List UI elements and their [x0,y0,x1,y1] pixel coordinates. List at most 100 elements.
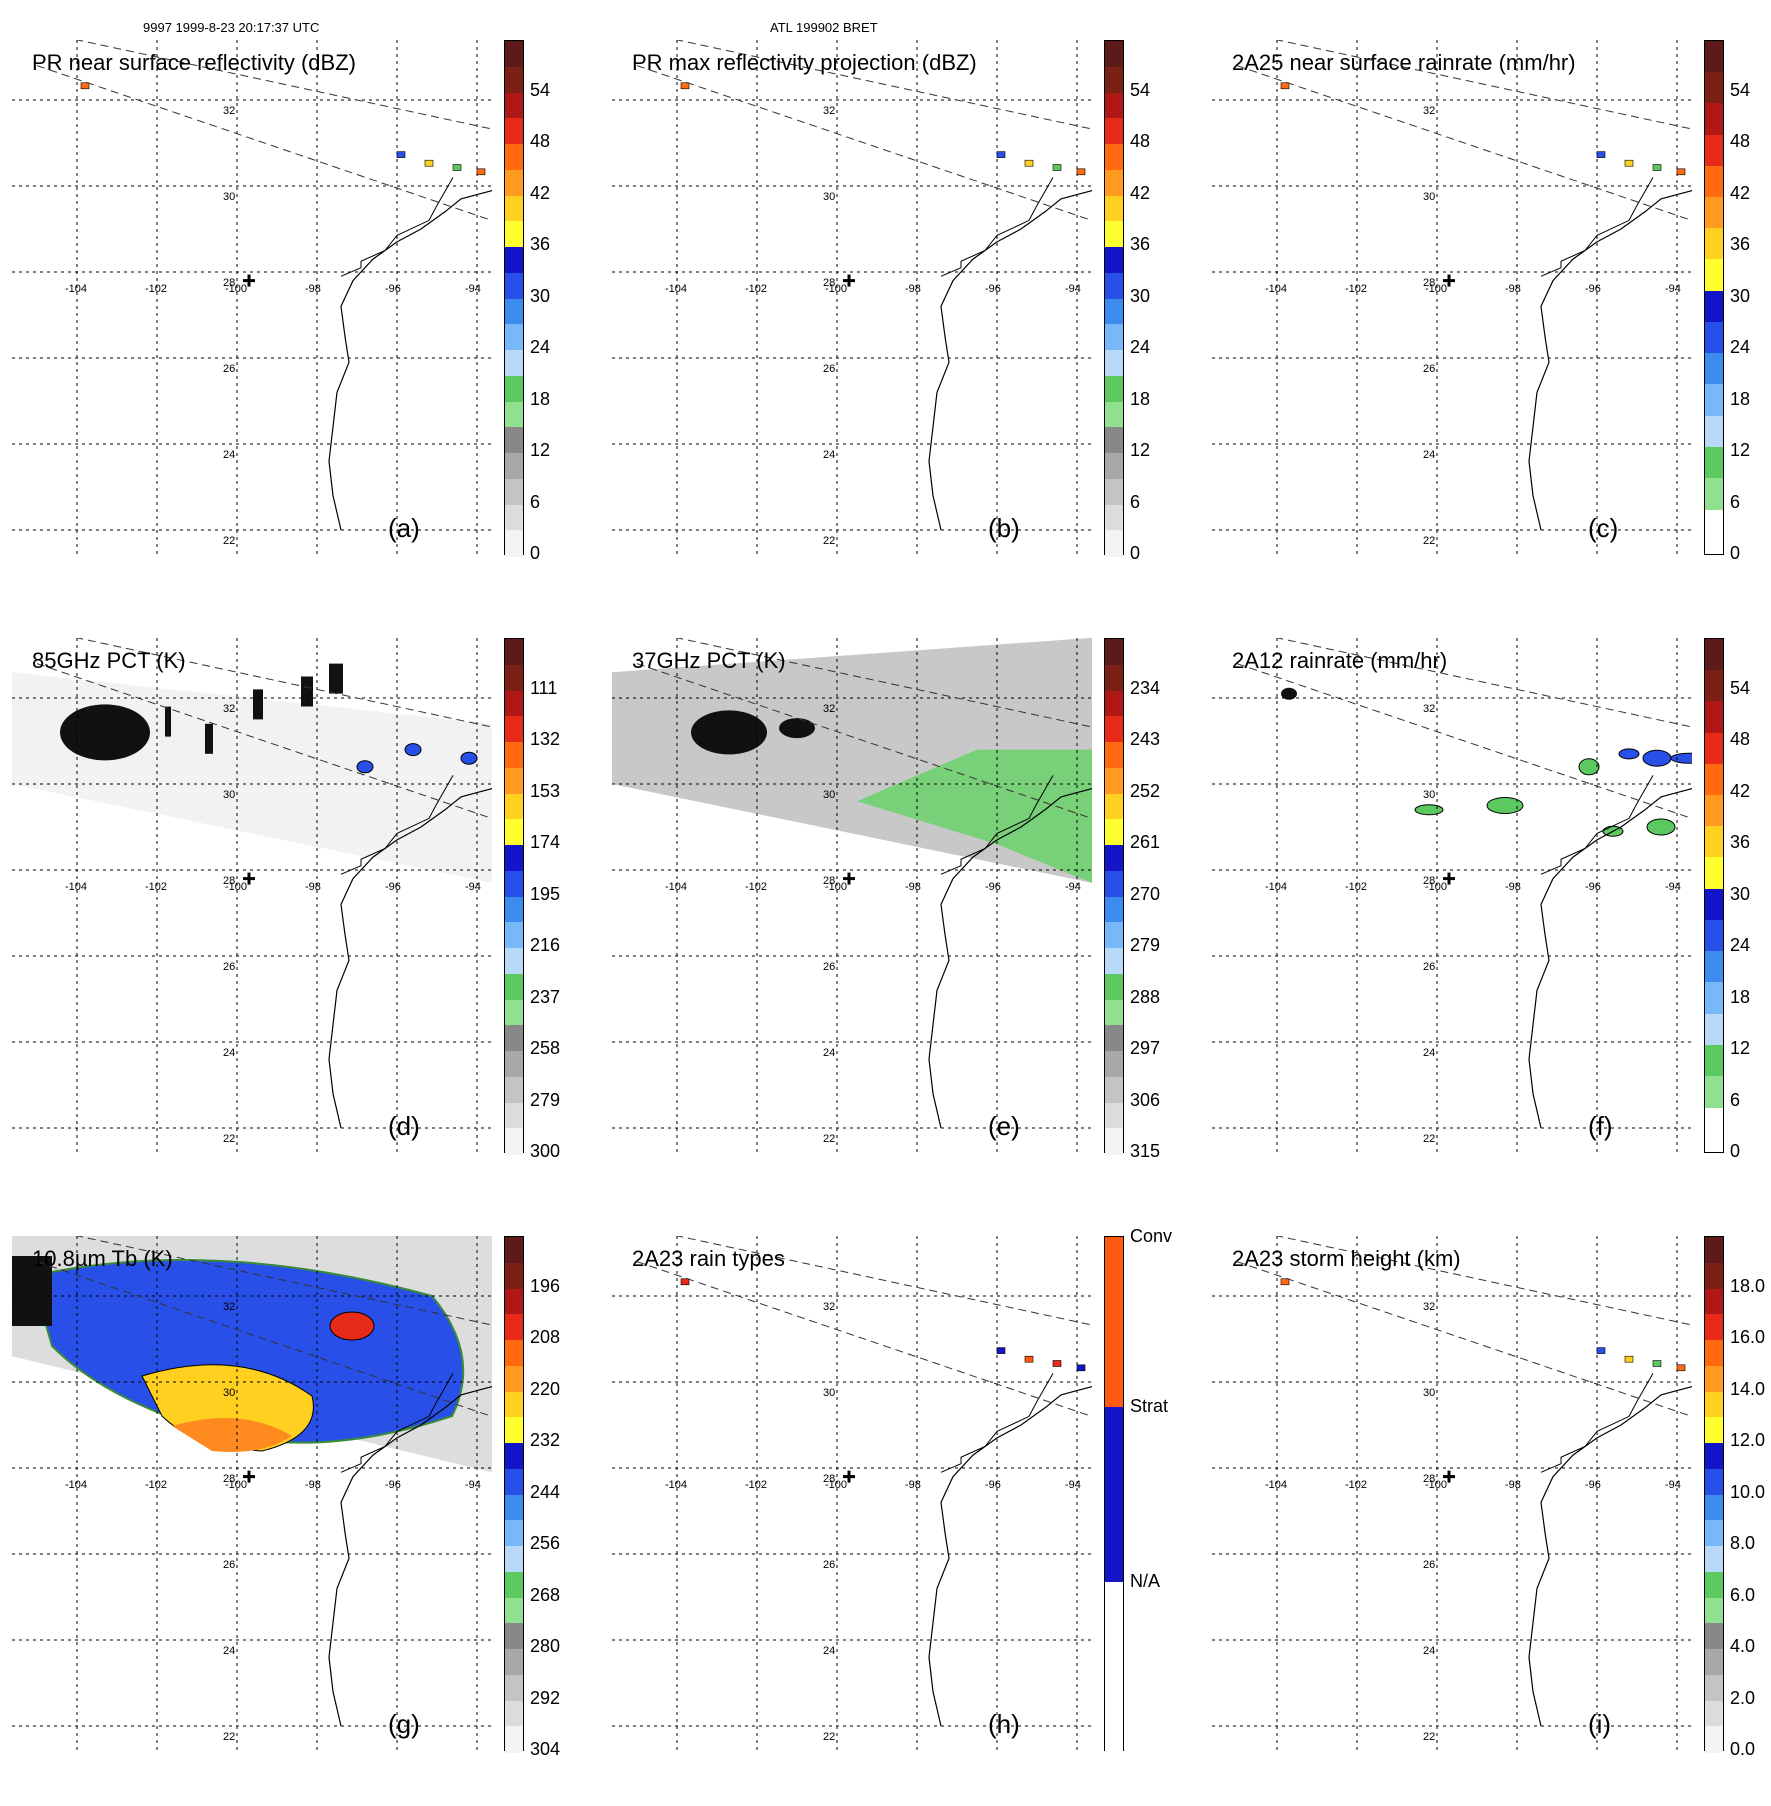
lon-label: -100 [1425,881,1447,893]
colorbar-segment [1705,353,1723,385]
colorbar-segment [1705,1075,1723,1108]
colorbar-tick: Conv [1130,1226,1173,1246]
lat-label: 22 [223,1133,235,1145]
colorbar-tick: 4.0 [1730,1636,1756,1656]
panel-title: 2A12 rainrate (mm/hr) [1232,648,1448,673]
lon-label: -96 [385,881,401,893]
lat-label: 28 [1423,875,1435,887]
lon-label: -98 [305,283,321,295]
colorbar-segment [1705,826,1723,858]
colorbar-tick: 258 [530,1038,561,1058]
colorbar-segment [505,1076,523,1103]
radar-echo [1596,1347,1606,1354]
cold-cloud-streak [205,723,213,754]
coastline [328,189,492,531]
panel-a: 32 30 28 26 24 22 -104 -102 -100 -98 -96 -94 PR near… [12,40,592,610]
colorbar-segment [1705,857,1723,890]
lat-label: 30 [223,1387,235,1399]
lon-label: -96 [1585,283,1601,295]
colorbar-segment [1705,103,1723,136]
lat-label: 28 [1423,277,1435,289]
lat-label: 24 [1423,1645,1435,1657]
colorbar-segment [505,1520,523,1547]
cold-cloud-blob [60,704,150,761]
panel-i: 32 30 28 26 24 22 -104 -102 -100 -98 -96 -94 2A23 st… [1212,1236,1771,1806]
lat-label: 26 [1423,961,1435,973]
colorbar-tick: 174 [530,832,561,852]
colorbar-tick: N/A [1130,1571,1161,1592]
colorbar-segment [505,169,523,196]
colorbar-segment [1105,504,1123,531]
lon-label: -102 [145,881,167,893]
lat-label: 22 [1423,1133,1435,1145]
colorbar-segment [1705,72,1723,104]
panel-title: PR near surface reflectivity (dBZ) [32,50,356,75]
lon-label: -96 [985,881,1001,893]
colorbar-segment [1705,1365,1723,1392]
colorbar-tick: 42 [530,182,551,203]
colorbar-segment [505,1597,523,1624]
lon-label: -102 [1345,283,1367,295]
lon-label: -98 [1505,283,1521,295]
colorbar-tick: 42 [1730,780,1751,801]
swath-edge [36,65,492,222]
panel-letter: (i) [1588,1709,1612,1739]
colorbar-segment [1705,228,1723,260]
cold-cloud-blob [779,718,815,739]
colorbar-segment [505,1649,523,1676]
radar-echo [1652,164,1662,171]
lon-label: -96 [985,1479,1001,1491]
panel-letter: (f) [1588,1111,1613,1141]
swath-edge [36,1261,492,1418]
lon-label: -102 [145,283,167,295]
colorbar [1104,1236,1124,1752]
coastline-bays [340,1373,454,1473]
lon-label: -104 [65,1479,87,1491]
convective-cell [404,743,422,757]
colorbar-segment [1105,999,1123,1026]
swath-edge [1275,40,1692,130]
rain-cell [1578,758,1600,776]
colorbar-tick: 306 [1130,1089,1161,1110]
radar-echo [1076,168,1086,176]
deep-convection [329,1311,375,1341]
colorbar-segment [1705,1417,1723,1444]
colorbar-tick: 268 [530,1584,561,1605]
colorbar-tick: 208 [530,1327,561,1347]
colorbar-segment [505,742,523,769]
lon-label: -96 [385,1479,401,1491]
colorbar-tick: 2.0 [1730,1687,1756,1708]
colorbar-segment [505,1494,523,1521]
colorbar-tick: 0.0 [1730,1739,1756,1759]
lat-label: 24 [823,1645,835,1657]
colorbar-segment [1705,1237,1723,1264]
colorbar-tick: 54 [1730,79,1751,100]
colorbar-tick: 12 [1730,1038,1751,1058]
convective-cell [356,760,374,774]
colorbar-segment [1705,415,1723,448]
colorbar-tick: 256 [530,1533,561,1553]
cold-cloud-streak [329,663,343,694]
lon-label: -94 [1665,881,1681,893]
map-h: 32 30 28 26 24 22 -104 -102 -100 -98 -96 -94 [612,1236,1092,1751]
radar-echo [452,164,462,171]
colorbar-segment [505,530,523,557]
panel-g: 32 30 28 26 24 22 -104 -102 -100 -98 -96 -94 10.8µm … [12,1236,592,1806]
lat-label: 26 [823,1559,835,1571]
colorbar-segment [505,375,523,402]
colorbar-tick: 30 [1730,883,1751,904]
colorbar-segment [1705,670,1723,702]
colorbar-tick: 315 [1130,1141,1161,1161]
colorbar-segment [1105,767,1123,794]
lon-label: -102 [145,1479,167,1491]
colorbar-segment [505,664,523,691]
colorbar-segment [1105,144,1123,171]
swath-edge [675,1236,1092,1326]
colorbar-segment [1705,384,1723,417]
colorbar-segment [505,922,523,949]
lon-label: -100 [225,881,247,893]
colorbar-segment [1105,1128,1123,1155]
colorbar-segment [1705,919,1723,952]
map-b: 32 30 28 26 24 22 -104 -102 -100 -98 -96 -94 [612,40,1092,555]
colorbar-segment [1105,66,1123,93]
